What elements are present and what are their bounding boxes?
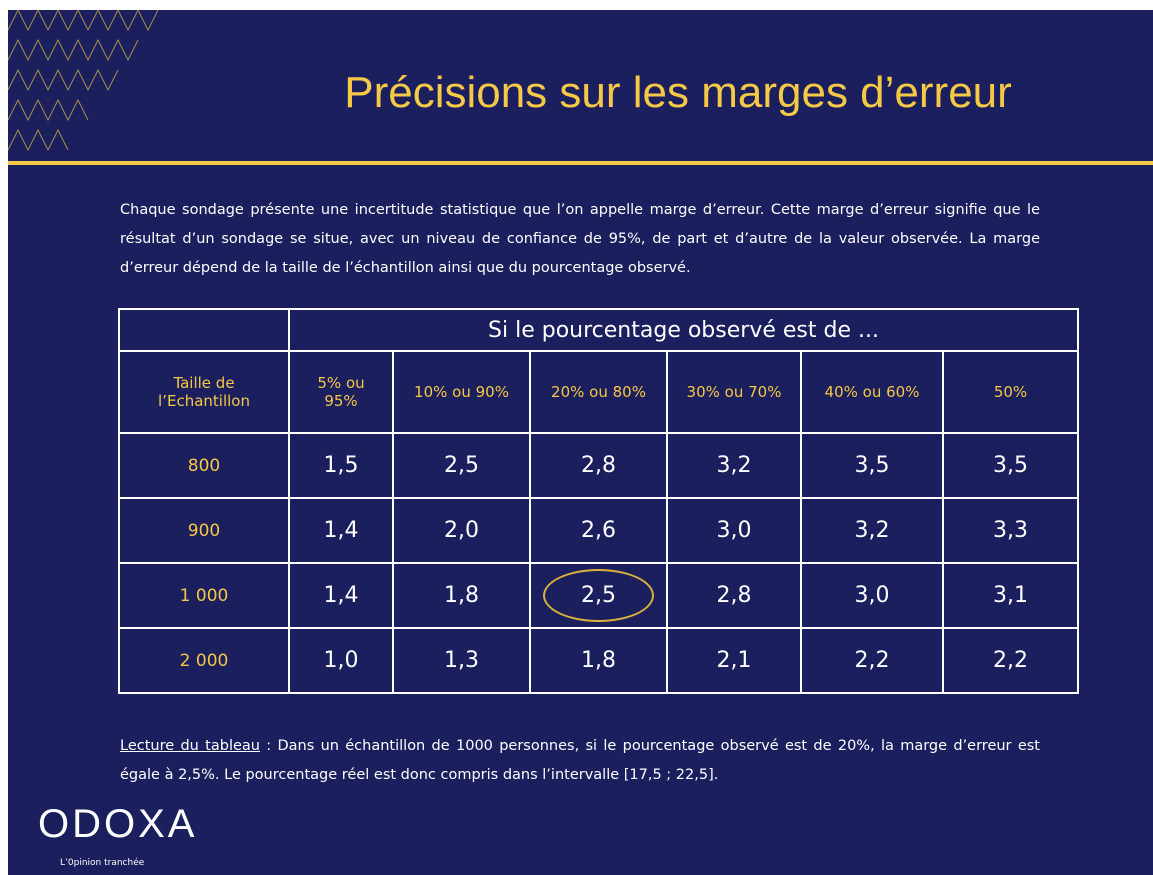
slide: Précisions sur les marges d’erreur Chaqu… bbox=[8, 10, 1153, 875]
column-header: 10% ou 90% bbox=[393, 351, 530, 433]
table-header-row: Si le pourcentage observé est de ... bbox=[119, 309, 1078, 351]
margin-value: 2,5 bbox=[393, 433, 530, 498]
decoration bbox=[8, 10, 168, 165]
margin-value: 1,3 bbox=[393, 628, 530, 693]
margin-value: 2,0 bbox=[393, 498, 530, 563]
highlight-circle: 2,5 bbox=[543, 569, 654, 622]
margin-value: 2,6 bbox=[530, 498, 667, 563]
margin-value: 3,1 bbox=[943, 563, 1078, 628]
table-header: Si le pourcentage observé est de ... bbox=[289, 309, 1078, 351]
intro-text: Chaque sondage présente une incertitude … bbox=[120, 196, 1040, 283]
logo-tagline: L’0pinion tranchée bbox=[60, 858, 144, 868]
margin-value: 1,8 bbox=[530, 628, 667, 693]
margin-value: 3,3 bbox=[943, 498, 1078, 563]
sample-size: 2 000 bbox=[119, 628, 289, 693]
margin-value: 2,8 bbox=[530, 433, 667, 498]
title-rule bbox=[8, 161, 1153, 165]
margin-value: 2,2 bbox=[801, 628, 943, 693]
margin-value: 2,2 bbox=[943, 628, 1078, 693]
column-header: 50% bbox=[943, 351, 1078, 433]
column-header: 20% ou 80% bbox=[530, 351, 667, 433]
logo: ODOXA bbox=[38, 802, 197, 847]
reading-text: Lecture du tableau : Dans un échantillon… bbox=[120, 732, 1040, 790]
margin-value: 3,2 bbox=[667, 433, 801, 498]
margin-value: 1,8 bbox=[393, 563, 530, 628]
margin-value: 1,5 bbox=[289, 433, 393, 498]
column-header: 5% ou 95% bbox=[289, 351, 393, 433]
sample-size: 1 000 bbox=[119, 563, 289, 628]
column-header: 30% ou 70% bbox=[667, 351, 801, 433]
page: Précisions sur les marges d’erreur Chaqu… bbox=[0, 0, 1153, 875]
reading-label: Lecture du tableau bbox=[120, 738, 260, 754]
margin-value: 2,8 bbox=[667, 563, 801, 628]
margin-value: 1,4 bbox=[289, 563, 393, 628]
empty-cell bbox=[119, 309, 289, 351]
margin-value: 3,0 bbox=[801, 563, 943, 628]
margin-value: 3,5 bbox=[943, 433, 1078, 498]
margin-table: Si le pourcentage observé est de ... Tai… bbox=[118, 308, 1079, 694]
margin-value: 1,4 bbox=[289, 498, 393, 563]
margin-value: 1,0 bbox=[289, 628, 393, 693]
sample-size: 900 bbox=[119, 498, 289, 563]
margin-value: 3,2 bbox=[801, 498, 943, 563]
margin-value: 2,1 bbox=[667, 628, 801, 693]
column-header-row: Taille de l’Echantillon 5% ou 95%10% ou … bbox=[119, 351, 1078, 433]
margin-value: 3,0 bbox=[667, 498, 801, 563]
row-header: Taille de l’Echantillon bbox=[119, 351, 289, 433]
margin-value: 2,5 bbox=[530, 563, 667, 628]
margin-value: 3,5 bbox=[801, 433, 943, 498]
title: Précisions sur les marges d’erreur bbox=[248, 68, 1108, 118]
sample-size: 800 bbox=[119, 433, 289, 498]
column-header: 40% ou 60% bbox=[801, 351, 943, 433]
